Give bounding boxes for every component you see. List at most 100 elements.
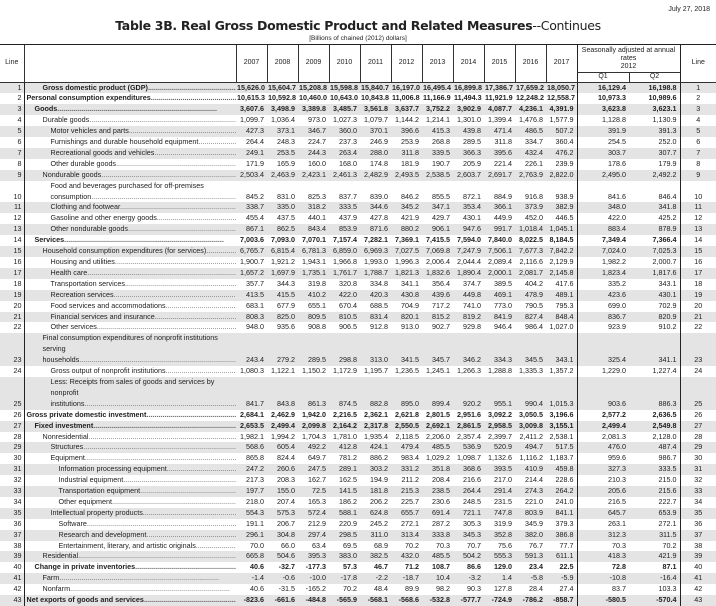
annual-value: 494.7 (515, 442, 546, 454)
annual-value: 70.2 (405, 540, 419, 550)
row-label: Food services and accommodations........… (24, 301, 237, 312)
annual-value: 70.2 (343, 584, 357, 594)
row-label: Services................................… (24, 235, 236, 246)
annual-value: 7,842.2 (546, 246, 577, 257)
table-row: 21 Financial services and insurance......… (0, 311, 716, 323)
annual-value: 417.6 (555, 278, 574, 288)
annual-value: 155.0 (267, 486, 298, 497)
annual-value: 803.9 (515, 507, 546, 519)
row-label-text: Equipment (50, 453, 85, 463)
annual-value: 181.8 (360, 486, 391, 497)
annual-value: 373.1 (267, 126, 298, 138)
row-label: Farm....................................… (24, 573, 236, 585)
annual-value: 837.7 (339, 191, 357, 201)
annual-value: 86.6 (467, 562, 481, 572)
table-row: 18 Transportation services...............… (0, 278, 716, 290)
annual-value: -724.9 (484, 595, 515, 606)
annual-value: 360.4 (555, 137, 574, 147)
annual-value: 843.8 (267, 376, 298, 410)
leader-dots: ........................................… (143, 595, 236, 605)
annual-value: 311.8 (391, 147, 422, 159)
annual-value: 432.4 (515, 147, 546, 159)
annual-value: 389.5 (494, 278, 512, 288)
line-number-right: 30 (694, 453, 703, 463)
annual-value: 3,196.6 (549, 409, 574, 419)
quarter-header-q1: Q1 (576, 72, 629, 83)
annual-value: 422.0 (329, 289, 360, 301)
annual-value: 264.4 (246, 137, 264, 147)
line-number-right: 39 (680, 551, 716, 563)
annual-value: -18.7 (391, 573, 422, 585)
line-number: 4 (0, 115, 25, 127)
annual-value: 459.8 (546, 464, 577, 476)
annual-value: 2,362.1 (364, 409, 388, 419)
annual-value: 555.3 (484, 551, 515, 563)
annual-value: 1,027.0 (549, 322, 574, 332)
table-row: 29 Structures............................… (0, 442, 716, 454)
line-number-right: 27 (680, 420, 716, 432)
annual-value: 216.6 (463, 475, 481, 485)
row-label: Housing and utilities...................… (24, 257, 237, 268)
annual-value: 2,493.5 (391, 169, 422, 181)
annual-value: 884.9 (494, 191, 512, 201)
table-row: 15 Household consumption expenditures (fo… (0, 246, 716, 257)
line-number-right: 26 (694, 409, 703, 419)
annual-value: -0.6 (267, 573, 298, 585)
annual-value: 22.5 (559, 562, 574, 572)
row-label-text: Gross domestic product (GDP) (42, 82, 148, 92)
line-number: 39 (0, 551, 25, 563)
annual-value: 948.0 (246, 322, 264, 332)
annual-value: 955.1 (484, 376, 515, 410)
annual-value: 10,615.3 (237, 93, 265, 103)
line-number: 14 (0, 235, 25, 247)
annual-value: 827.4 (515, 311, 546, 323)
annual-value: 221.4 (494, 158, 512, 168)
line-number-right: 22 (694, 322, 703, 332)
annual-value: 420.3 (360, 289, 391, 301)
quarter-value: 910.2 (629, 322, 681, 334)
annual-value: 839.0 (370, 191, 388, 201)
annual-value: 1,045.1 (546, 224, 577, 236)
quarter-value: 7,366.4 (629, 235, 681, 247)
annual-value: 704.9 (401, 300, 419, 310)
quarter-value: 699.0 (576, 300, 629, 312)
quarter-value: 430.1 (629, 289, 681, 301)
annual-value: 810.5 (329, 311, 360, 323)
quarter-value: 2,577.2 (576, 409, 629, 421)
annual-value: 186.2 (339, 496, 357, 506)
row-label: Structures..............................… (24, 442, 236, 454)
table-row: 14 Services..............................… (0, 235, 716, 247)
annual-value: 572.4 (298, 507, 329, 519)
quarter-value: 327.3 (576, 464, 629, 476)
annual-value: 430.1 (463, 213, 481, 223)
row-label-text: Transportation services (50, 278, 125, 288)
line-number-right: 24 (694, 366, 703, 376)
line-number-right: 8 (696, 158, 701, 168)
annual-value: 230.6 (432, 496, 450, 506)
table-row: 40 Change in private inventories.........… (0, 562, 716, 574)
annual-value: 7,415.5 (426, 235, 450, 245)
annual-value: 1,982.1 (240, 431, 264, 441)
annual-value: 895.0 (391, 376, 422, 410)
annual-value: 410.9 (515, 464, 546, 476)
annual-value: 874.5 (329, 376, 360, 410)
leader-dots: ........................................… (113, 289, 236, 299)
annual-value: 947.6 (453, 224, 484, 236)
annual-value: 871.6 (360, 224, 391, 236)
leader-dots: ........................................… (87, 267, 236, 277)
line-number-right: 1 (680, 82, 716, 94)
annual-value: 504.2 (453, 551, 484, 563)
row-label: Gross output of nonprofit institutions..… (24, 366, 237, 377)
annual-value: 899.4 (422, 376, 453, 410)
annual-value: 351.8 (422, 464, 453, 476)
annual-value: -786.2 (515, 595, 546, 606)
annual-value: 335.0 (267, 202, 298, 214)
table-row: 23 Final consumption expenditures of nonp… (0, 333, 716, 367)
line-number: 23 (0, 333, 25, 367)
table-row: 37 Research and development..............… (0, 529, 716, 541)
quarter-value: 303.7 (576, 147, 629, 159)
quarter-value: 252.0 (629, 137, 681, 148)
year-header: 2015 (483, 44, 515, 83)
annual-value: 98.2 (436, 584, 450, 594)
row-label: Health care.............................… (24, 267, 236, 279)
